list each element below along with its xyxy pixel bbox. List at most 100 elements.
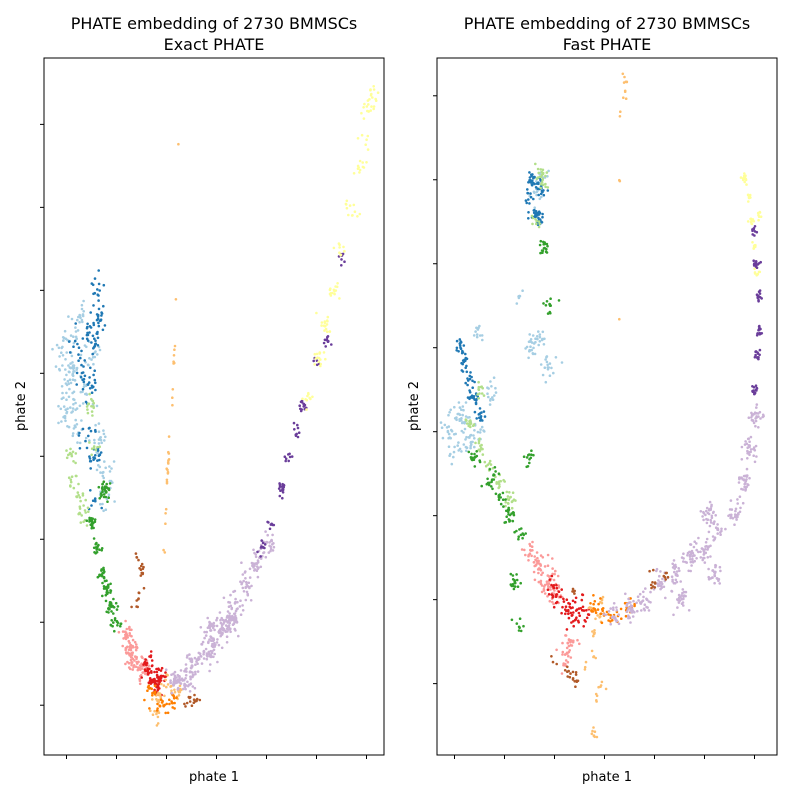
data-point [758,353,761,357]
data-point [582,625,585,628]
data-point [525,201,528,205]
data-point [546,175,549,178]
data-point [651,585,655,588]
data-point [490,385,493,388]
data-point [748,451,751,454]
data-point [68,366,72,369]
data-point [757,262,761,265]
data-point [455,346,459,350]
data-point [284,459,288,463]
data-point [748,440,751,444]
data-point [551,557,554,560]
data-point [759,417,762,420]
data-point [745,475,749,478]
data-point [532,209,536,212]
data-point [102,587,106,590]
data-point [318,351,322,355]
data-point [517,295,520,298]
data-point [519,629,523,633]
data-point [659,570,662,573]
data-point [127,661,131,665]
data-point [190,704,194,707]
data-point [526,192,530,195]
data-point [88,457,92,460]
data-point [734,507,738,511]
data-point [482,394,486,397]
data-point [168,702,171,706]
data-point [296,423,299,427]
data-point [86,411,90,415]
data-point [94,339,97,343]
data-point [591,630,594,633]
data-point [455,418,458,422]
data-point [196,658,200,662]
data-point [459,340,463,343]
data-point [368,98,371,101]
data-point [143,668,147,671]
data-point [749,217,752,221]
data-point [126,645,129,649]
data-point [612,615,615,618]
data-point [508,496,512,499]
data-point [508,491,511,494]
data-point [98,445,101,449]
data-point [85,405,89,408]
data-point [164,522,167,525]
data-point [252,566,255,569]
data-point [689,543,693,546]
data-point [86,325,89,329]
data-point [82,520,85,524]
data-point [130,605,133,609]
data-point [96,449,100,452]
data-point [703,556,706,560]
data-point [78,512,82,515]
data-point [468,416,471,419]
data-point [130,656,134,659]
data-point [736,502,739,505]
data-point [751,229,754,233]
data-point [116,624,119,627]
data-point [333,289,336,293]
data-point [568,605,571,609]
data-point [718,565,722,569]
data-point [162,548,165,552]
data-point [609,622,612,626]
data-point [271,543,274,546]
data-point [494,492,498,496]
data-point [376,91,380,94]
data-point [206,626,210,629]
data-point [455,339,459,343]
data-point [98,574,101,578]
data-point [516,585,520,588]
data-point [89,366,92,370]
data-point [57,346,61,350]
data-point [62,405,66,408]
data-point [97,485,101,489]
data-point [467,424,471,428]
data-point [474,330,477,333]
data-point [553,572,556,576]
data-point [241,604,244,607]
data-point [555,593,558,597]
data-point [488,468,492,471]
data-point [296,426,300,430]
data-point [213,652,216,656]
data-point [315,311,318,315]
data-point [86,506,90,510]
data-point [157,700,161,704]
data-point [159,694,162,697]
data-point [716,523,719,526]
data-point [517,629,521,632]
data-point [492,376,496,380]
data-point [65,398,68,402]
data-point [326,315,330,319]
data-point [124,651,128,654]
data-point [525,465,528,469]
data-point [633,602,636,606]
data-point [686,554,689,557]
data-point [101,502,104,506]
data-point [78,496,82,499]
data-point [611,619,614,622]
data-point [460,361,463,365]
data-point [583,619,586,622]
